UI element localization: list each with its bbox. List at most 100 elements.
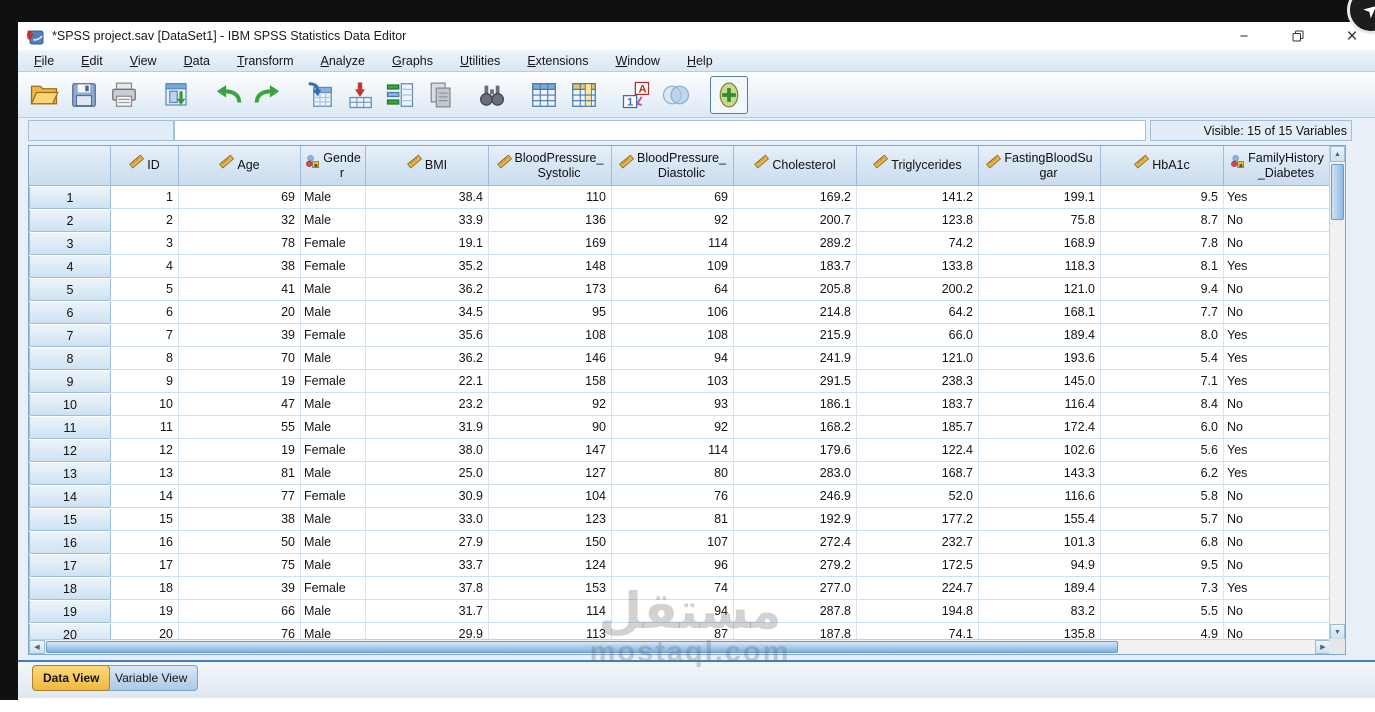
data-cell[interactable]: 55: [179, 416, 301, 439]
data-cell[interactable]: Female: [301, 577, 366, 600]
row-number-19[interactable]: 19: [29, 600, 111, 623]
menu-item-data[interactable]: Data: [183, 53, 211, 68]
data-cell[interactable]: 38: [179, 508, 301, 531]
data-cell[interactable]: 7.8: [1101, 232, 1224, 255]
data-cell[interactable]: 4: [111, 255, 179, 278]
data-cell[interactable]: 39: [179, 577, 301, 600]
data-cell[interactable]: 107: [612, 531, 734, 554]
data-cell[interactable]: Yes: [1224, 324, 1331, 347]
goto-case-button[interactable]: [302, 77, 338, 113]
row-number-17[interactable]: 17: [29, 554, 111, 577]
scroll-left-button[interactable]: ◀: [29, 640, 45, 654]
data-cell[interactable]: 35.6: [366, 324, 489, 347]
data-cell[interactable]: Female: [301, 255, 366, 278]
data-cell[interactable]: 199.1: [979, 186, 1101, 209]
column-header-cholesterol[interactable]: Cholesterol: [734, 146, 857, 186]
data-cell[interactable]: 118.3: [979, 255, 1101, 278]
data-cell[interactable]: 168.7: [857, 462, 979, 485]
data-cell[interactable]: 12: [111, 439, 179, 462]
column-header-gender[interactable]: a Gende r: [301, 146, 366, 186]
data-cell[interactable]: 200.7: [734, 209, 857, 232]
column-header-triglycerides[interactable]: Triglycerides: [857, 146, 979, 186]
row-number-6[interactable]: 6: [29, 301, 111, 324]
menu-item-edit[interactable]: Edit: [81, 53, 103, 68]
data-cell[interactable]: Male: [301, 393, 366, 416]
data-cell[interactable]: 122.4: [857, 439, 979, 462]
horizontal-scroll-thumb[interactable]: [46, 641, 1118, 653]
menu-item-transform[interactable]: Transform: [237, 53, 294, 68]
column-header-bmi[interactable]: BMI: [366, 146, 489, 186]
data-cell[interactable]: 200.2: [857, 278, 979, 301]
data-cell[interactable]: 109: [612, 255, 734, 278]
data-cell[interactable]: 35.2: [366, 255, 489, 278]
row-number-18[interactable]: 18: [29, 577, 111, 600]
grid-corner-cell[interactable]: [29, 146, 111, 186]
data-cell[interactable]: 150: [489, 531, 612, 554]
data-cell[interactable]: 135.8: [979, 623, 1101, 640]
data-cell[interactable]: No: [1224, 485, 1331, 508]
data-cell[interactable]: No: [1224, 209, 1331, 232]
data-cell[interactable]: 8.4: [1101, 393, 1224, 416]
data-cell[interactable]: 141.2: [857, 186, 979, 209]
data-cell[interactable]: 241.9: [734, 347, 857, 370]
data-cell[interactable]: 187.8: [734, 623, 857, 640]
data-cell[interactable]: 81: [179, 462, 301, 485]
data-cell[interactable]: 123: [489, 508, 612, 531]
data-cell[interactable]: Male: [301, 531, 366, 554]
data-cell[interactable]: Female: [301, 324, 366, 347]
data-cell[interactable]: 7.7: [1101, 301, 1224, 324]
data-cell[interactable]: 177.2: [857, 508, 979, 531]
data-cell[interactable]: 168.2: [734, 416, 857, 439]
row-number-2[interactable]: 2: [29, 209, 111, 232]
data-cell[interactable]: Female: [301, 370, 366, 393]
data-cell[interactable]: 6.2: [1101, 462, 1224, 485]
data-cell[interactable]: 189.4: [979, 324, 1101, 347]
column-header-bloodpressure_systolic[interactable]: BloodPressure_ Systolic: [489, 146, 612, 186]
insert-cases-button[interactable]: [342, 77, 378, 113]
row-number-10[interactable]: 10: [29, 393, 111, 416]
data-cell[interactable]: 185.7: [857, 416, 979, 439]
data-cell[interactable]: 29.9: [366, 623, 489, 640]
data-cell[interactable]: 123.8: [857, 209, 979, 232]
data-cell[interactable]: Male: [301, 186, 366, 209]
data-cell[interactable]: 80: [612, 462, 734, 485]
data-cell[interactable]: 69: [179, 186, 301, 209]
menu-item-graphs[interactable]: Graphs: [392, 53, 434, 68]
data-cell[interactable]: 94.9: [979, 554, 1101, 577]
data-cell[interactable]: 108: [612, 324, 734, 347]
data-cell[interactable]: 41: [179, 278, 301, 301]
data-cell[interactable]: 19: [111, 600, 179, 623]
data-cell[interactable]: 121.0: [857, 347, 979, 370]
data-cell[interactable]: Yes: [1224, 370, 1331, 393]
undo-button[interactable]: [210, 77, 246, 113]
data-cell[interactable]: 83.2: [979, 600, 1101, 623]
row-number-13[interactable]: 13: [29, 462, 111, 485]
data-cell[interactable]: Male: [301, 209, 366, 232]
redo-button[interactable]: [250, 77, 286, 113]
data-cell[interactable]: 39: [179, 324, 301, 347]
data-cell[interactable]: Male: [301, 508, 366, 531]
data-cell[interactable]: Male: [301, 623, 366, 640]
row-number-9[interactable]: 9: [29, 370, 111, 393]
select-cases-button[interactable]: [710, 75, 748, 114]
data-cell[interactable]: 114: [489, 600, 612, 623]
data-cell[interactable]: 47: [179, 393, 301, 416]
data-cell[interactable]: 14: [111, 485, 179, 508]
data-cell[interactable]: 78: [179, 232, 301, 255]
data-cell[interactable]: 19: [179, 370, 301, 393]
data-cell[interactable]: 127: [489, 462, 612, 485]
data-cell[interactable]: 6.8: [1101, 531, 1224, 554]
data-cell[interactable]: 36.2: [366, 278, 489, 301]
data-cell[interactable]: 9.5: [1101, 554, 1224, 577]
data-cell[interactable]: 205.8: [734, 278, 857, 301]
data-cell[interactable]: 277.0: [734, 577, 857, 600]
data-cell[interactable]: 34.5: [366, 301, 489, 324]
save-button[interactable]: [66, 77, 102, 113]
data-cell[interactable]: 5.4: [1101, 347, 1224, 370]
data-cell[interactable]: 92: [612, 416, 734, 439]
data-cell[interactable]: 81: [612, 508, 734, 531]
data-cell[interactable]: 38.4: [366, 186, 489, 209]
data-cell[interactable]: 214.8: [734, 301, 857, 324]
row-number-12[interactable]: 12: [29, 439, 111, 462]
data-cell[interactable]: 289.2: [734, 232, 857, 255]
